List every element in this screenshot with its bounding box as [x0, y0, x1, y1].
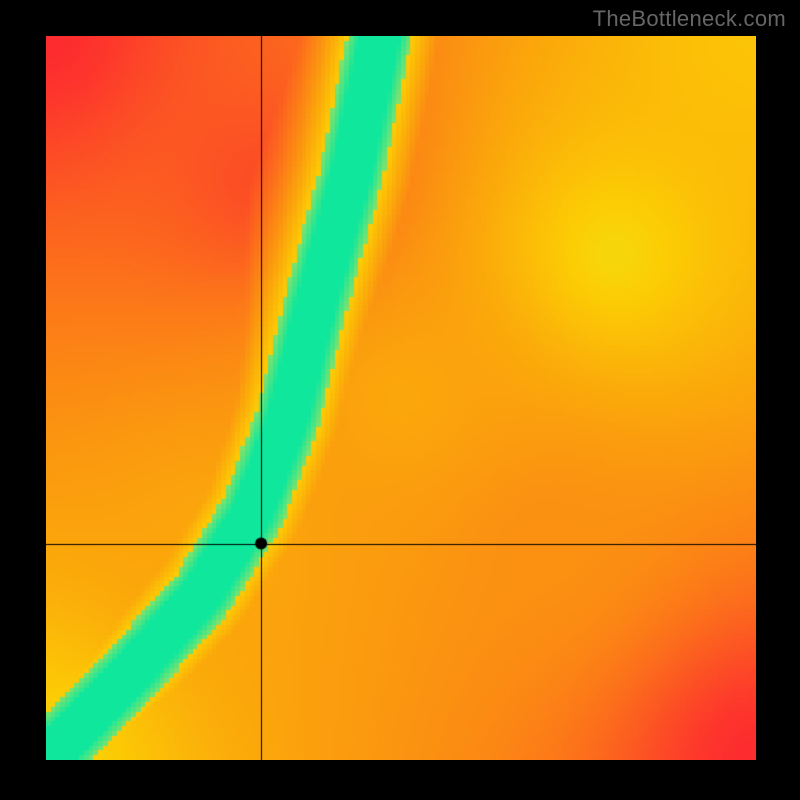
chart-container: TheBottleneck.com	[0, 0, 800, 800]
heatmap-canvas	[46, 36, 756, 760]
watermark-label: TheBottleneck.com	[593, 6, 786, 32]
